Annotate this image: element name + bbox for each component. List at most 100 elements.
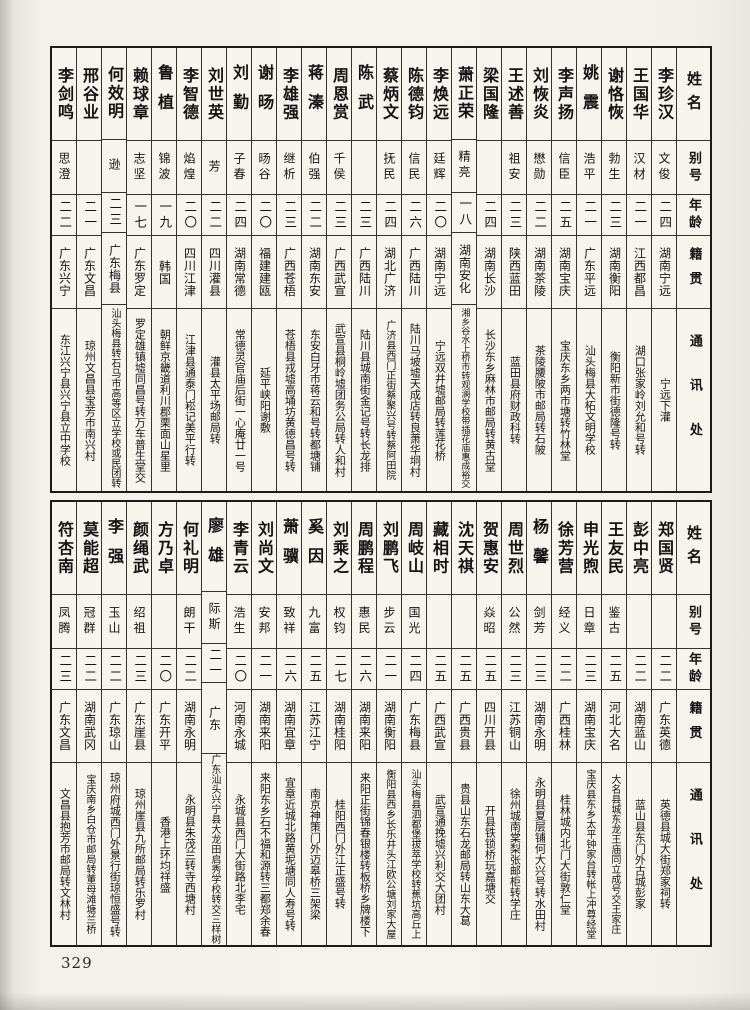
entry-address-cell: 来阳东乡石不福和源转三都郑余春 (258, 771, 272, 937)
entry-native-cell: 广西陆川 (402, 236, 426, 309)
entry-alias-cell: 安邦 (252, 595, 276, 649)
entry-native-cell: 河北大名 (602, 690, 626, 763)
entry-address-cell: 桂阳西门外江正盛号转 (333, 799, 347, 909)
directory-entry-column: 刘乘之 权钧 二七 湖南桂阳 桂阳西门外江正盛号转 (326, 502, 351, 945)
directory-entry-column: 谢旸 旸谷 二〇 福建建瓯 延平峡阳谢敷 (251, 48, 276, 491)
header-name: 姓名 (677, 48, 710, 141)
directory-entry-column: 蒋溱 伯强 二二 湖南东安 东安白牙市蒋云和号转都塘铺 (301, 48, 326, 491)
entry-alias-cell: 汉材 (627, 141, 651, 195)
entry-address-cell: 陆川马坡墟天成店转良萧华垌村 (408, 323, 422, 477)
entry-alias-cell: 志坚 (127, 141, 151, 195)
entry-address-cell: 蓝田县府财政科转 (508, 356, 522, 444)
entry-address-cell: 桂林城内北门大街敦仁堂 (558, 793, 572, 915)
entry-age-cell: 二一 (77, 195, 101, 236)
entry-native-cell: 湖南常德 (227, 236, 251, 309)
entry-age-cell: 二二 (652, 649, 676, 690)
entry-age-cell: 二二 (177, 649, 201, 690)
entry-age-cell: 二二 (527, 195, 551, 236)
entry-name-cell: 梁国隆 (477, 48, 501, 141)
entry-address-cell: 湖口张家岭刘允和号转 (633, 345, 647, 455)
entry-age-cell: 二四 (377, 195, 401, 236)
entry-alias-cell: 祖安 (502, 141, 526, 195)
entry-address-cell: 来阳正街锦春银楼转板桥乡牌楼下 (358, 771, 372, 937)
entry-address-cell: 琼州崖县九所邮局转乐罗村 (133, 788, 147, 920)
entry-name-cell: 谢旸 (252, 48, 276, 141)
directory-entry-column: 周世烈 公然 二三 江苏铜山 徐州城南棠梨张邮柜转学庄 (501, 502, 526, 945)
entry-native-cell: 湖南东安 (302, 236, 326, 309)
entry-age-cell: 二四 (402, 649, 426, 690)
entry-name-cell: 奚因 (302, 502, 326, 595)
entry-alias-cell (77, 141, 101, 195)
entry-age-cell: 二一 (627, 195, 651, 236)
entry-age-cell: 二六 (402, 195, 426, 236)
directory-entry-column: 鲁植 锦波 一九 韩国 朝鲜京畿道利川郡栗面山星里 (151, 48, 176, 491)
header-age: 年龄 (677, 649, 710, 690)
entry-native-cell: 江苏江宁 (302, 690, 326, 763)
entry-alias-cell: 信民 (402, 141, 426, 195)
entry-native-cell: 广东英德 (652, 690, 676, 763)
entry-alias-cell: 惠民 (352, 595, 376, 649)
entry-name-cell: 刘鹏飞 (377, 502, 401, 595)
entry-alias-cell: 致祥 (277, 595, 301, 649)
directory-entry-column: 姚震 浩平 二一 广东平远 汕头梅县大柘文明学校 (576, 48, 601, 491)
entry-native-cell: 广东琼山 (102, 690, 126, 763)
entry-alias-cell: 芳 (202, 141, 226, 195)
entry-name-cell: 符杏南 (52, 502, 76, 595)
entry-name-cell: 陈德钧 (402, 48, 426, 141)
entry-native-cell: 广东兴宁 (52, 236, 76, 309)
entry-name-cell: 杨馨 (527, 502, 551, 595)
entry-age-cell: 二五 (477, 649, 501, 690)
entry-address-cell: 常德灵官庙后街一心庵廿一号 (233, 328, 247, 472)
entry-native-cell: 广西苍梧 (277, 236, 301, 309)
entry-age-cell: 二〇 (227, 649, 251, 690)
entry-name-cell: 刘尚文 (252, 502, 276, 595)
directory-entry-column: 邢谷业 二一 广东文昌 琼州文昌县宝芳市南兴村 (76, 48, 101, 491)
entry-age-cell: 二二 (77, 649, 101, 690)
entry-alias-cell: 文俊 (652, 141, 676, 195)
header-address: 通讯处 (686, 333, 702, 467)
entry-alias-cell: 千侯 (327, 141, 351, 195)
entry-alias-cell: 焰煌 (177, 141, 201, 195)
entry-alias-cell: 经义 (552, 595, 576, 649)
entry-native-cell: 广东梅县 (402, 690, 426, 763)
entry-age-cell: 二〇 (252, 195, 276, 236)
entry-address-cell: 陆川县城南街金记号转长龙排 (358, 328, 372, 472)
entry-native-cell: 陕西蓝田 (502, 236, 526, 309)
header-address: 通讯处 (686, 787, 702, 921)
entry-address-cell: 江津县通泰门崧记美平行转 (183, 334, 197, 466)
header-alias: 别号 (677, 141, 710, 195)
entry-name-cell: 姚震 (577, 48, 601, 141)
entry-native-cell: 湖南安化 (452, 233, 476, 306)
entry-name-cell: 方乃卓 (152, 502, 176, 595)
entry-address-cell: 武宣县桐岭墟团务公局转人和村 (333, 323, 347, 477)
entry-alias-cell: 冠群 (77, 595, 101, 649)
entry-age-cell: 二三 (277, 195, 301, 236)
entry-age-cell: 二六 (277, 649, 301, 690)
directory-entry-column: 陈德钧 信民 二六 广西陆川陆川马坡墟天成店转良萧华垌村 (401, 48, 426, 491)
entry-age-cell: 二五 (427, 649, 451, 690)
entry-address-cell: 大名县城东龙王庙同立成号交王家庄 (608, 774, 620, 934)
entry-age-cell: 二四 (477, 195, 501, 236)
directory-entry-column: 李青云 浩生 二〇 河南永城 永城县西门大街路北李宅 (226, 502, 251, 945)
directory-entry-column: 郑国贤 二二 广东英德 英德县城大街郑家祠转 (651, 502, 676, 945)
entry-address-cell: 东安白牙市蒋云和号转都塘铺 (308, 328, 322, 472)
entry-address-cell: 香港上环均祥盛 (158, 815, 172, 893)
entry-alias-cell: 九富 (302, 595, 326, 649)
directory-entry-column: 周岐山 国光 二四 广东梅县 汕头梅县泗都堡拔萃学校转蕉坑高丘上 (401, 502, 426, 945)
entry-alias-cell: 浩生 (227, 595, 251, 649)
entry-alias-cell: 剑芳 (527, 595, 551, 649)
directory-entry-column: 蔡炳文 抚民 二四 湖北广济 广济县西门正街蔡聚兴号转蔡阿田院 (376, 48, 401, 491)
entry-native-cell: 广东罗定 (127, 236, 151, 309)
header-name: 姓名 (677, 502, 710, 595)
entry-age-cell: 二三 (327, 195, 351, 236)
header-native: 籍贯 (677, 236, 710, 309)
entry-age-cell: 二五 (602, 649, 626, 690)
entry-age-cell: 一八 (452, 193, 476, 234)
directory-entry-column: 周恩赏 千侯 二三 广西武宣 武宣县桐岭墟团务公局转人和村 (326, 48, 351, 491)
directory-entry-column: 廖雄 际斯 二一 广东 广东汕头兴宁县大龙田启秀学校转交三样树 (201, 502, 226, 945)
entry-alias-cell: 玉山 (102, 595, 126, 649)
entry-address-cell: 朝鲜京畿道利川郡栗面山星里 (158, 328, 172, 472)
entry-name-cell: 鲁植 (152, 48, 176, 141)
entry-alias-cell: 浩平 (577, 141, 601, 195)
